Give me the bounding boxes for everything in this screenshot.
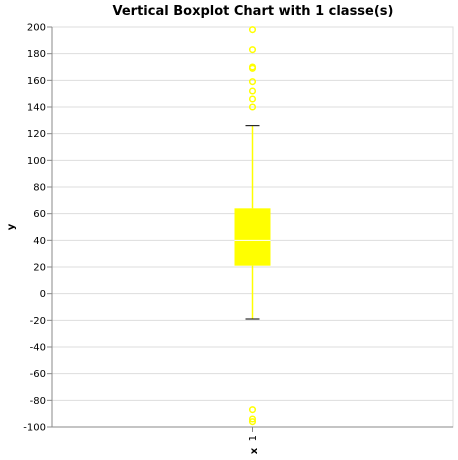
x-axis: 1 (52, 426, 453, 441)
outlier-point (248, 26, 257, 34)
outlier-point (248, 418, 257, 426)
chart-title: Vertical Boxplot Chart with 1 classe(s) (113, 4, 394, 19)
y-tick-label: -20 (30, 316, 46, 327)
y-tick-label: 140 (27, 103, 46, 114)
y-tick-label: -40 (30, 343, 46, 354)
y-tick-label: 120 (27, 129, 46, 140)
y-tick-label: 40 (33, 236, 46, 247)
outlier-point (248, 78, 257, 86)
y-tick-label: 20 (33, 263, 46, 274)
box-series (234, 26, 271, 426)
y-axis-label: y (6, 223, 17, 230)
y-tick-label: 60 (33, 209, 46, 220)
y-tick-label: 0 (40, 289, 46, 300)
y-tick-label: 100 (27, 156, 46, 167)
outlier-point (248, 63, 257, 71)
x-tick-label: 1 (248, 435, 259, 441)
outlier-point (248, 103, 257, 111)
x-axis-label: x (249, 447, 260, 454)
y-tick-label: -100 (23, 423, 46, 434)
y-axis: -100 -80 -60 -40 -20 0 20 40 60 80 100 120 140 160 180… (23, 23, 53, 434)
y-tick-label: -80 (30, 396, 46, 407)
y-tick-label: 200 (27, 23, 46, 34)
outlier-point (248, 46, 257, 54)
outlier-point (248, 415, 257, 423)
y-tick-label: 160 (27, 76, 46, 87)
box-iqr (234, 208, 271, 266)
y-tick-label: -60 (30, 369, 46, 380)
y-tick-label: 80 (33, 183, 46, 194)
y-tick-label: 180 (27, 49, 46, 60)
outlier-point (248, 95, 257, 103)
outlier-point (248, 87, 257, 95)
outlier-point (248, 406, 257, 414)
